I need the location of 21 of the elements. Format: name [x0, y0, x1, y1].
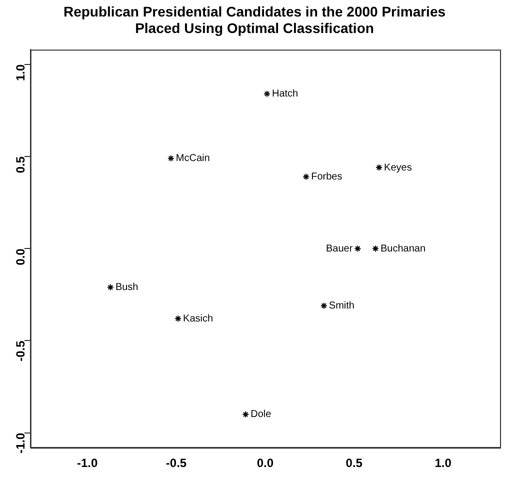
x-tick-label: 0.5: [346, 456, 363, 470]
x-tick-label: 1.0: [434, 456, 452, 470]
y-tick-label: 1.0: [14, 64, 28, 82]
annotation: Bush: [115, 282, 138, 294]
x-tick-label: -1.0: [76, 456, 98, 470]
annotation: Bauer: [326, 243, 354, 254]
annotation: Keyes: [384, 162, 412, 174]
annotation: Kasich: [183, 313, 214, 324]
x-tick-label: 0.0: [256, 456, 274, 470]
y-tick-label: -0.5: [14, 340, 28, 362]
annotation: Smith: [328, 300, 354, 312]
annotation: Buchanan: [380, 243, 426, 254]
annotation: Dole: [250, 409, 272, 420]
y-tick-label: -1.0: [14, 432, 28, 454]
chart-title: Republican Presidential Candidates in the 2000 Primaries Placed Using Optimal Classification: [63, 3, 446, 36]
annotation: Forbes: [311, 171, 342, 182]
x-tick-label: -0.5: [166, 456, 187, 470]
y-tick-label: 0.0: [14, 248, 28, 266]
y-tick-label: 0.5: [14, 156, 28, 174]
annotation: McCain: [176, 153, 210, 164]
annotation: Hatch: [272, 88, 298, 100]
